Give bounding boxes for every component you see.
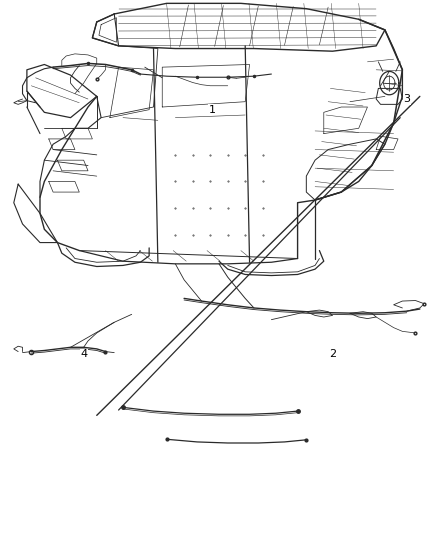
Text: 4: 4 — [80, 349, 87, 359]
Text: 3: 3 — [403, 94, 410, 104]
Text: 2: 2 — [329, 349, 336, 359]
Text: 1: 1 — [209, 104, 216, 115]
